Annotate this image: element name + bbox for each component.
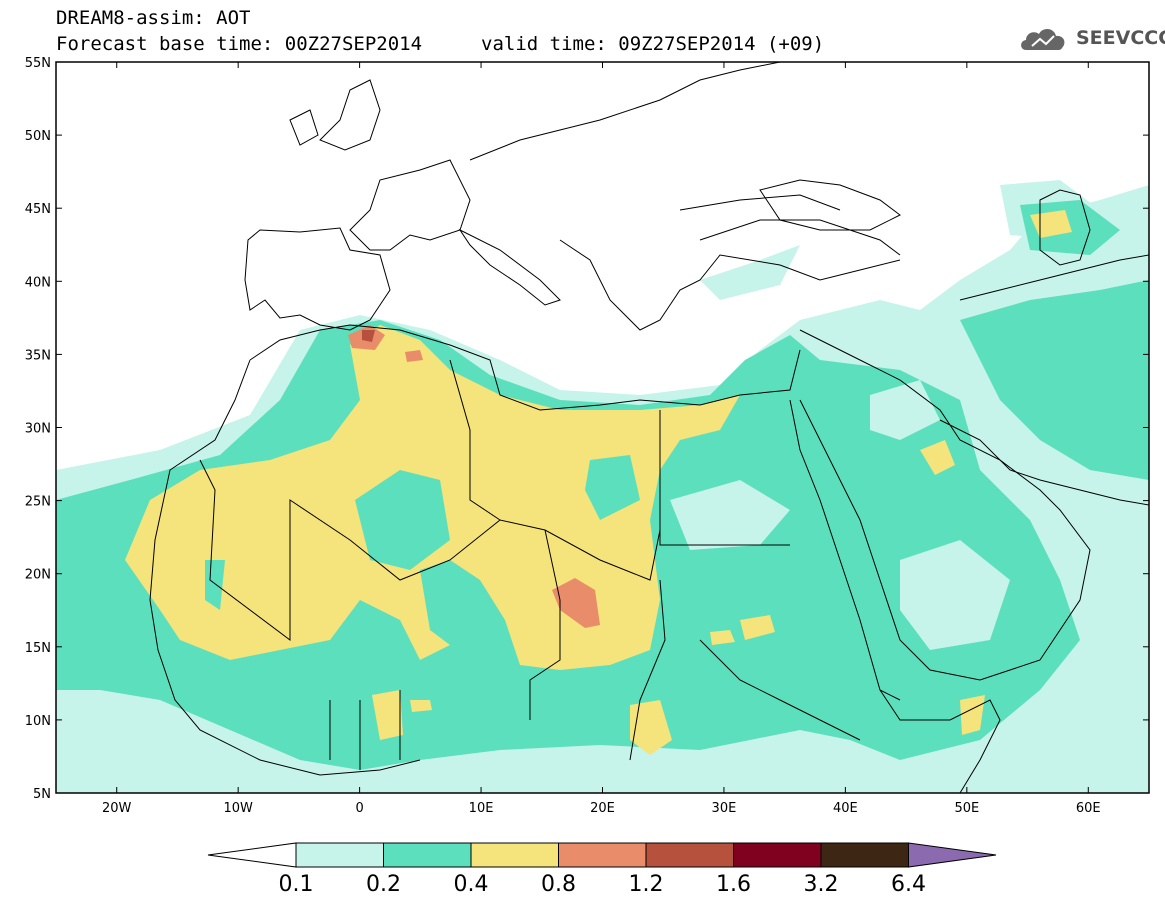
lon-tick-label: 0 bbox=[355, 801, 363, 816]
logo-text: SEEVCCC bbox=[1076, 27, 1165, 49]
lon-tick-label: 40E bbox=[833, 801, 858, 816]
colorbar-box bbox=[383, 842, 472, 868]
colorbar-label: 1.6 bbox=[716, 872, 751, 897]
colorbar-label: 6.4 bbox=[891, 872, 926, 897]
colorbar-box bbox=[558, 842, 647, 868]
colorbar-label: 0.8 bbox=[541, 872, 576, 897]
colorbar-label: 0.2 bbox=[366, 872, 401, 897]
colorbar-under-triangle bbox=[207, 842, 297, 868]
lat-tick-label: 40N bbox=[25, 275, 51, 290]
valid-time: valid time: 09Z27SEP2014 (+09) bbox=[481, 33, 825, 55]
lon-tick-label: 10W bbox=[223, 801, 253, 816]
colorbar-box bbox=[733, 842, 822, 868]
colorbar-label: 1.2 bbox=[628, 872, 664, 897]
cloud-logo-icon bbox=[1021, 28, 1065, 50]
map-title: DREAM8-assim: AOT bbox=[56, 7, 251, 29]
colorbar-box bbox=[295, 842, 384, 868]
aot-level-0.8 bbox=[552, 578, 600, 628]
lon-tick-label: 50E bbox=[954, 801, 979, 816]
lat-tick-label: 5N bbox=[33, 787, 51, 802]
lon-tick-label: 20W bbox=[102, 801, 132, 816]
lat-tick-label: 25N bbox=[25, 495, 51, 510]
lon-tick-label: 60E bbox=[1076, 801, 1101, 816]
coastlines bbox=[149, 62, 1149, 793]
lon-tick-label: 30E bbox=[712, 801, 737, 816]
colorbar-box bbox=[470, 842, 559, 868]
lat-tick-label: 50N bbox=[25, 129, 51, 144]
lat-tick-label: 10N bbox=[25, 714, 51, 729]
colorbar-box bbox=[820, 842, 909, 868]
lat-tick-label: 45N bbox=[25, 202, 51, 217]
lat-tick-label: 30N bbox=[25, 422, 51, 437]
lon-tick-label: 20E bbox=[590, 801, 615, 816]
colorbar bbox=[207, 842, 997, 868]
colorbar-label: 3.2 bbox=[803, 872, 839, 897]
colorbar-box bbox=[645, 842, 734, 868]
lat-tick-label: 35N bbox=[25, 348, 51, 363]
colorbar-label: 0.4 bbox=[453, 872, 489, 897]
lat-tick-label: 20N bbox=[25, 568, 51, 583]
aot-contours bbox=[56, 62, 1149, 793]
longitude-axis: 20W 10W 0 10E 20E 30E 40E 50E 60E bbox=[102, 62, 1101, 816]
colorbar-over-triangle bbox=[908, 842, 997, 868]
lat-tick-label: 15N bbox=[25, 641, 51, 656]
latitude-axis: 5N 10N 15N 20N 25N 30N 35N 40N 45N 50N 55N bbox=[25, 56, 1149, 802]
lon-tick-label: 10E bbox=[469, 801, 494, 816]
forecast-base-time: Forecast base time: 00Z27SEP2014 bbox=[56, 33, 423, 55]
colorbar-label: 0.1 bbox=[278, 872, 314, 897]
lat-tick-label: 55N bbox=[25, 56, 51, 71]
